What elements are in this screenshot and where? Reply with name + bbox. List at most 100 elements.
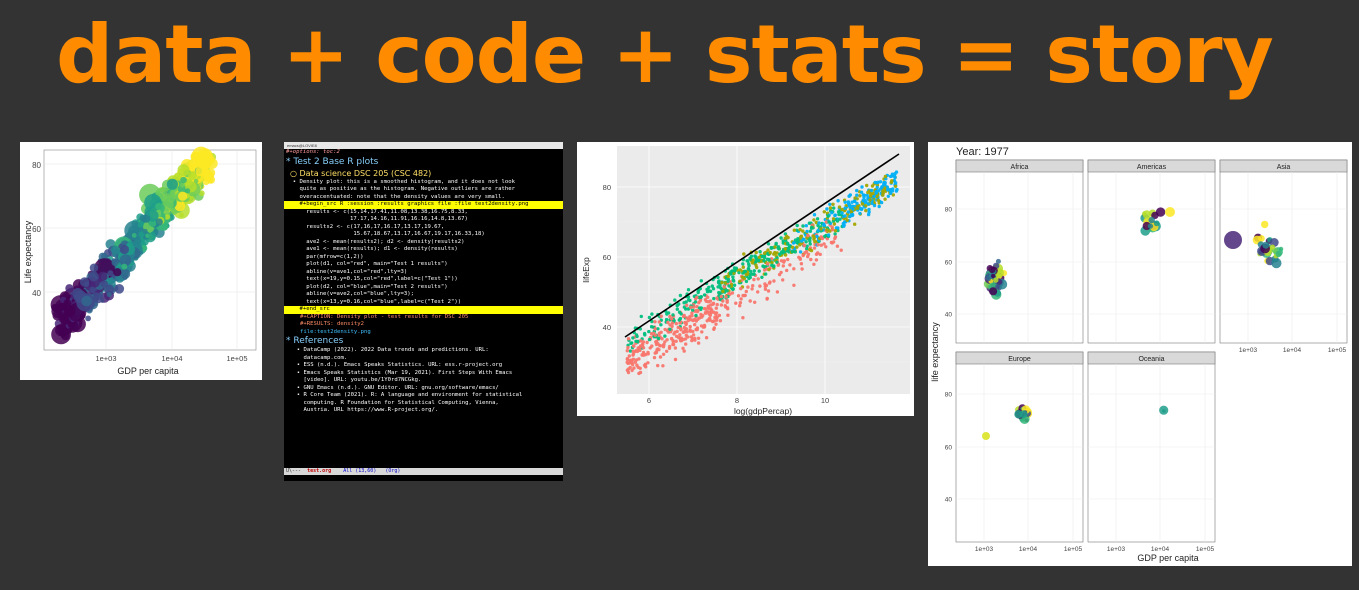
data-point [142, 215, 151, 223]
data-point [995, 284, 1000, 290]
data-point [757, 255, 761, 260]
data-point [724, 295, 728, 299]
data-point [806, 233, 810, 238]
data-point [1262, 241, 1270, 249]
data-point [775, 260, 779, 264]
data-point [779, 251, 783, 255]
data-point [739, 286, 743, 291]
y-axis-label: lifeExp [581, 257, 591, 283]
data-point [742, 252, 746, 256]
y-axis-label: Life expectancy [23, 220, 33, 283]
scatter-plot-1-canvas: 80 60 40 1e+03 1e+04 1e+05 GDP per capit… [23, 146, 257, 376]
facet-strip [1219, 159, 1348, 173]
data-point [741, 262, 745, 266]
data-point [653, 320, 657, 324]
emacs-titlebar: emacs@LOVIE8 [284, 142, 563, 149]
y-tick-label: 80 [945, 207, 953, 214]
data-point [88, 271, 99, 282]
data-point [634, 348, 639, 353]
data-point [177, 164, 190, 177]
data-point [803, 251, 807, 255]
data-point [691, 308, 695, 312]
data-point [646, 352, 650, 356]
y-tick-label: 40 [32, 289, 41, 298]
data-point [831, 240, 836, 244]
data-point [838, 217, 842, 221]
data-point [851, 207, 855, 211]
emacs-line: abline(v=ave2,col="blue",lty=3); [286, 291, 414, 297]
data-point [995, 258, 1001, 264]
data-point [760, 275, 764, 279]
data-point [793, 250, 797, 254]
data-point [714, 306, 718, 310]
facet-strip [1087, 159, 1216, 173]
data-point [715, 296, 719, 300]
emacs-line: plot(d2, col="blue",main="Test 2 results… [286, 283, 448, 290]
data-point [808, 229, 813, 233]
data-point [758, 250, 762, 254]
data-point [726, 279, 730, 283]
data-point [682, 349, 686, 353]
data-point [805, 229, 809, 234]
data-point [166, 178, 178, 190]
data-point [656, 341, 660, 346]
data-point [847, 203, 852, 207]
x-axis-label: GDP per capita [117, 366, 178, 376]
data-point [781, 249, 786, 254]
data-point [889, 191, 893, 195]
data-point [685, 316, 689, 320]
data-point [636, 339, 640, 344]
data-point [631, 353, 635, 357]
data-point [708, 316, 712, 320]
data-point [669, 317, 674, 321]
data-point [657, 320, 661, 324]
data-point [753, 300, 757, 304]
data-point [988, 266, 996, 274]
data-point [843, 206, 847, 210]
data-point [879, 200, 884, 205]
data-point [875, 194, 879, 199]
data-point [670, 324, 674, 329]
data-point [828, 202, 832, 206]
data-point [687, 298, 691, 302]
data-point [776, 263, 780, 267]
data-point [762, 265, 766, 269]
data-point [795, 228, 799, 232]
data-point [773, 250, 777, 255]
data-point [696, 289, 700, 293]
data-point [754, 255, 758, 259]
data-point [725, 300, 729, 304]
data-point [751, 258, 755, 262]
data-point [826, 233, 831, 237]
data-point [869, 188, 874, 193]
emacs-line: • DataCamp (2022). 2022 Data trends and … [290, 347, 489, 353]
data-point [712, 296, 716, 301]
y-tick-label: 80 [603, 183, 611, 192]
data-point [637, 371, 641, 376]
data-point [836, 199, 840, 203]
data-point [684, 342, 688, 346]
data-point [836, 210, 841, 214]
data-point [632, 366, 636, 370]
data-point [689, 335, 693, 339]
data-point [861, 198, 865, 202]
data-point [801, 253, 805, 258]
data-point [131, 233, 137, 238]
data-point [161, 224, 168, 231]
data-point [638, 366, 642, 370]
data-point [795, 245, 799, 249]
emacs-line: quite as positive as the histogram. Nega… [286, 186, 516, 192]
data-point [812, 262, 816, 266]
data-point [715, 302, 719, 307]
data-point [628, 349, 633, 353]
data-point [888, 174, 893, 179]
data-point [763, 284, 767, 289]
data-point [747, 264, 751, 268]
data-point [770, 261, 774, 265]
data-point [727, 291, 731, 295]
data-point [795, 223, 799, 228]
data-point [637, 347, 641, 352]
data-point [767, 267, 771, 272]
data-point [822, 222, 826, 227]
data-point [1269, 244, 1276, 250]
